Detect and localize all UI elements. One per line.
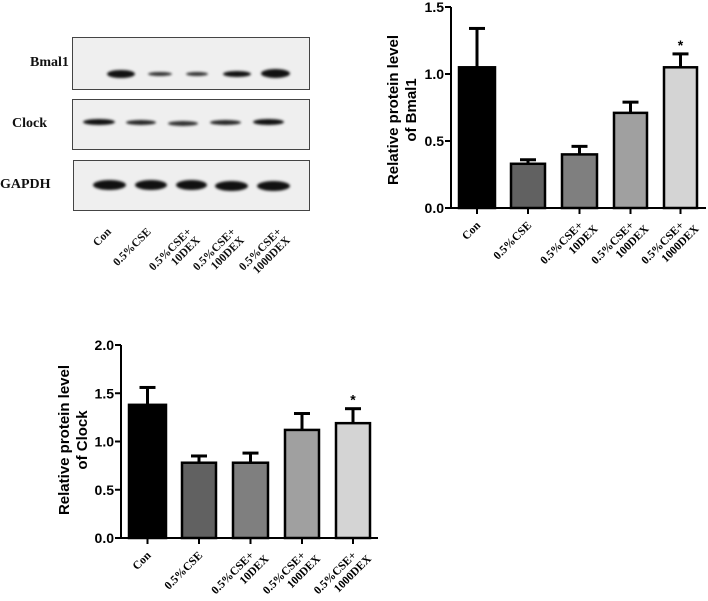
bar (612, 111, 649, 210)
x-tick-label: 0.5%CSE+100DEX (589, 213, 652, 276)
blot-panel-clock (72, 99, 310, 150)
blot-row-label-gapdh: GAPDH (0, 177, 51, 192)
y-tick-label: 2.0 (95, 337, 115, 353)
y-tick-label: 1.5 (425, 0, 445, 15)
y-tick-label: 0.0 (95, 530, 115, 546)
x-tick-label: 0.5%CSE+1000DEX (312, 543, 375, 601)
bar (457, 66, 497, 210)
y-axis-label: Relative protein levelof Bmal1 (385, 35, 420, 185)
bar (127, 403, 168, 540)
x-tick-label: Con (460, 219, 483, 242)
bar (231, 461, 270, 540)
x-tick-label: 0.5%CSE+100DEX (261, 543, 324, 601)
x-tick-label: Con (131, 549, 154, 572)
blot-row-label-bmal1: Bmal1 (30, 55, 69, 70)
x-tick-label: 0.5%CSE (492, 219, 535, 262)
bar (509, 162, 547, 210)
y-tick-label: 1.5 (95, 385, 115, 401)
bar (334, 421, 372, 540)
y-tick-label: 1.0 (95, 434, 115, 450)
bar (283, 428, 321, 540)
x-tick-label: 0.5%CSE+1000DEX (639, 213, 702, 276)
y-tick-label: 0.5 (425, 133, 445, 149)
bar (180, 461, 218, 540)
bar (560, 153, 599, 210)
y-tick-label: 1.0 (425, 66, 445, 82)
blot-row-label-clock: Clock (12, 116, 47, 131)
y-tick-label: 0.5 (95, 482, 115, 498)
y-tick-label: 0.0 (425, 200, 445, 216)
significance-marker: * (350, 392, 356, 408)
blot-panel-gapdh (73, 160, 310, 211)
bar (662, 66, 699, 210)
significance-marker: * (678, 37, 684, 53)
x-tick-label: 0.5%CSE+10DEX (538, 213, 601, 276)
y-axis-label: Relative protein levelof Clock (56, 365, 91, 515)
x-tick-label: 0.5%CSE+10DEX (209, 543, 272, 601)
x-tick-label: 0.5%CSE (163, 549, 206, 592)
blot-panel-bmal1 (72, 37, 310, 90)
